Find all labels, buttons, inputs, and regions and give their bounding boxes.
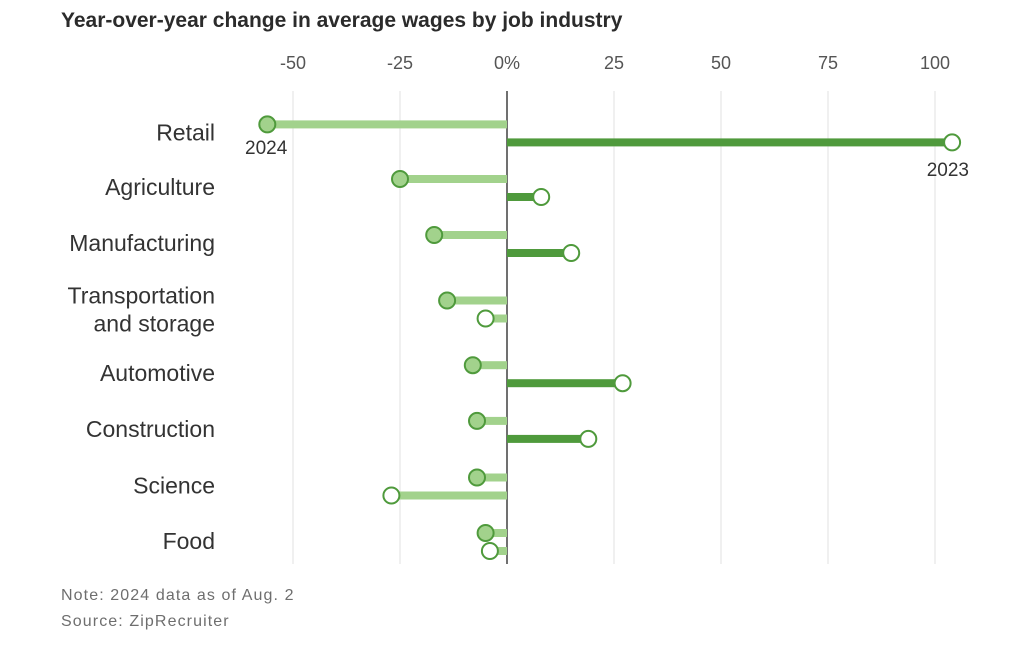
svg-text:2023: 2023	[927, 160, 969, 181]
svg-text:2024: 2024	[245, 138, 288, 159]
svg-text:Automotive: Automotive	[100, 360, 215, 386]
svg-text:50: 50	[711, 53, 731, 73]
svg-text:Transportation: Transportation	[68, 283, 215, 309]
svg-text:Retail: Retail	[156, 119, 215, 145]
svg-text:-50: -50	[280, 53, 306, 73]
svg-text:Manufacturing: Manufacturing	[69, 230, 215, 256]
svg-text:25: 25	[604, 53, 624, 73]
svg-text:and storage: and storage	[94, 311, 215, 337]
svg-text:100: 100	[920, 53, 950, 73]
svg-text:Science: Science	[133, 473, 215, 499]
svg-text:-25: -25	[387, 53, 413, 73]
svg-text:Food: Food	[163, 528, 215, 554]
svg-text:Construction: Construction	[86, 416, 215, 442]
svg-text:0%: 0%	[494, 53, 520, 73]
svg-text:75: 75	[818, 53, 838, 73]
svg-text:Agriculture: Agriculture	[105, 174, 215, 200]
